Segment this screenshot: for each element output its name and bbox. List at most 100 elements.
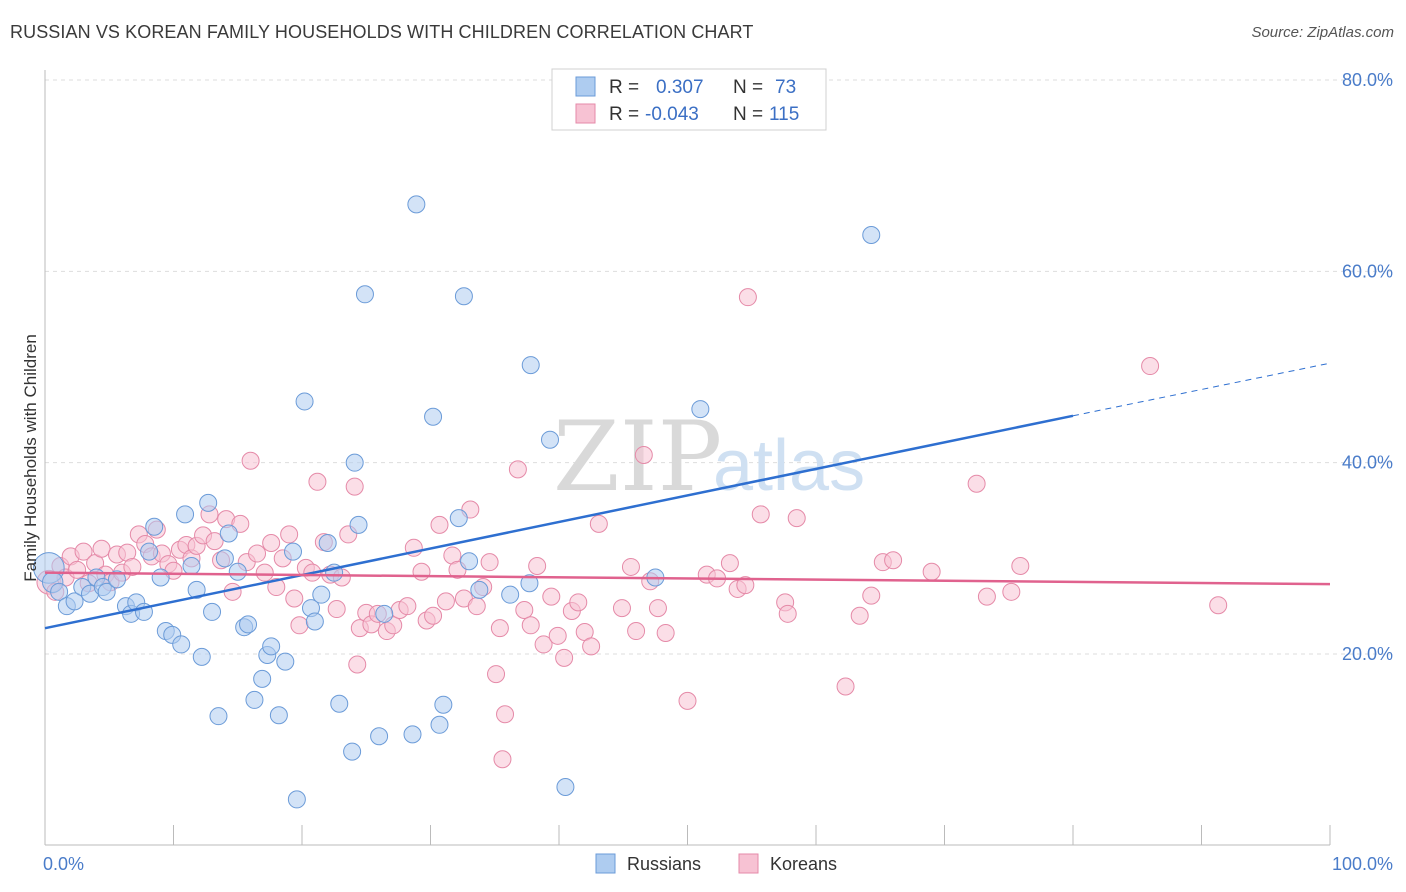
russians-point-56 [424, 407, 443, 426]
koreans-point-52 [345, 477, 364, 496]
russians-point-54 [403, 725, 422, 744]
russians-swatch [575, 76, 596, 97]
russians-n-label: N = [733, 77, 763, 98]
russians-point-61 [460, 552, 479, 571]
koreans-point-99 [678, 691, 697, 710]
russians-point-60 [454, 287, 473, 306]
russians-point-36 [262, 637, 281, 656]
x-tick-label-0: 0.0% [43, 854, 84, 874]
koreans-point-92 [612, 599, 631, 618]
russians-r-value: 0.307 [656, 77, 704, 98]
russians-point-28 [215, 549, 234, 568]
chart-title: RUSSIAN VS KOREAN FAMILY HOUSEHOLDS WITH… [10, 22, 754, 42]
koreans-point-42 [285, 589, 304, 608]
koreans-point-9 [92, 539, 111, 558]
russians-point-63 [501, 585, 520, 604]
russians-point-48 [343, 742, 362, 761]
koreans-point-80 [515, 600, 534, 619]
koreans-point-54 [348, 655, 367, 674]
koreans-point-38 [262, 534, 281, 553]
legend-russians-swatch [595, 853, 616, 874]
russians-point-47 [330, 694, 349, 713]
russians-point-51 [355, 285, 374, 304]
koreans-point-116 [967, 474, 986, 493]
y-tick-label-3: 80.0% [1342, 70, 1393, 90]
russians-point-52 [370, 727, 389, 746]
koreans-point-49 [327, 600, 346, 619]
koreans-point-115 [922, 562, 941, 581]
russians-point-64 [520, 574, 539, 593]
axes [44, 70, 1331, 846]
trend-lines [44, 362, 1331, 630]
watermark-atlas: atlas [713, 426, 865, 506]
koreans-trend-line [44, 571, 1331, 586]
koreans-point-108 [778, 604, 797, 623]
source-label: Source: ZipAtlas.com [1251, 24, 1394, 41]
koreans-point-97 [648, 599, 667, 618]
russians-n-value: 73 [775, 77, 796, 98]
koreans-point-79 [508, 460, 527, 479]
koreans-point-75 [487, 665, 506, 684]
russians-point-29 [219, 524, 238, 543]
koreans-point-66 [430, 515, 449, 534]
koreans-point-41 [280, 525, 299, 544]
russians-point-20 [172, 635, 191, 654]
koreans-point-112 [862, 586, 881, 605]
koreans-point-102 [720, 554, 739, 573]
koreans-r-label: R = [609, 104, 639, 125]
legend-koreans-swatch [738, 853, 759, 874]
koreans-point-111 [850, 606, 869, 625]
russians-point-66 [541, 430, 560, 449]
koreans-point-78 [493, 750, 512, 769]
y-tick-label-1: 40.0% [1342, 453, 1393, 473]
koreans-point-109 [787, 509, 806, 528]
russians-point-49 [345, 453, 364, 472]
russians-point-37 [269, 706, 288, 725]
russians-point-34 [253, 669, 272, 688]
legend-russians-label: Russians [627, 854, 701, 874]
russians-point-9 [97, 582, 116, 601]
russians-point-38 [276, 652, 295, 671]
koreans-point-86 [555, 648, 574, 667]
koreans-point-98 [656, 623, 675, 642]
koreans-point-91 [589, 514, 608, 533]
koreans-point-37 [255, 563, 274, 582]
russians-point-43 [305, 612, 324, 631]
koreans-point-83 [534, 635, 553, 654]
koreans-point-65 [424, 606, 443, 625]
russians-point-59 [449, 509, 468, 528]
koreans-point-6 [74, 542, 93, 561]
koreans-point-110 [836, 677, 855, 696]
koreans-point-81 [521, 616, 540, 635]
russians-trend-line [44, 414, 1074, 630]
russians-point-45 [318, 534, 337, 553]
koreans-n-value: 115 [769, 104, 799, 125]
series-legend: Russians Koreans [595, 853, 837, 874]
koreans-point-95 [634, 446, 653, 465]
koreans-point-29 [205, 532, 224, 551]
koreans-point-63 [412, 562, 431, 581]
koreans-point-90 [582, 637, 601, 656]
russians-point-15 [140, 542, 159, 561]
russians-point-30 [228, 562, 247, 581]
russians-point-65 [521, 356, 540, 375]
russians-point-4 [65, 592, 84, 611]
russians-point-50 [349, 515, 368, 534]
koreans-point-33 [231, 514, 250, 533]
russians-trend-extension [1072, 362, 1331, 417]
russians-point-2 [50, 582, 69, 601]
russians-point-55 [407, 195, 426, 214]
koreans-point-94 [627, 622, 646, 641]
koreans-point-74 [480, 553, 499, 572]
koreans-point-121 [1209, 596, 1228, 615]
koreans-point-82 [528, 556, 547, 575]
russians-point-67 [556, 777, 575, 796]
x-tick-labels: 0.0% 100.0% [43, 854, 1393, 874]
russians-point-70 [862, 225, 881, 244]
koreans-point-67 [436, 592, 455, 611]
koreans-point-46 [308, 472, 327, 491]
koreans-point-39 [267, 578, 286, 597]
koreans-point-76 [490, 619, 509, 638]
russians-point-44 [312, 585, 331, 604]
